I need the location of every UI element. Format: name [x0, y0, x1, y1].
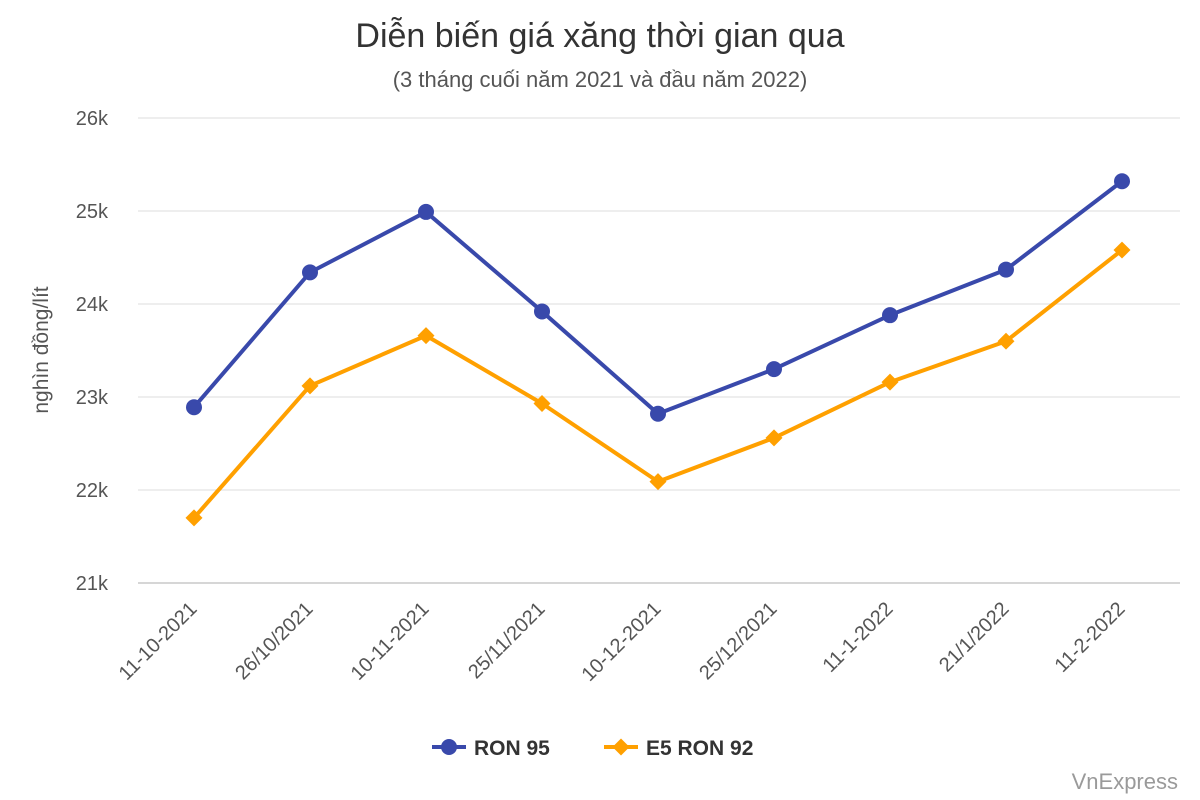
- source-credit: VnExpress: [1072, 769, 1178, 794]
- y-tick-label: 22k: [76, 480, 109, 502]
- x-tick-label: 25/12/2021: [695, 598, 781, 684]
- data-point[interactable]: [186, 399, 202, 416]
- data-point[interactable]: [533, 395, 551, 412]
- data-point[interactable]: [998, 261, 1014, 278]
- y-tick-label: 24k: [76, 294, 109, 316]
- data-point[interactable]: [881, 373, 899, 391]
- data-point[interactable]: [1114, 173, 1130, 190]
- x-tick-label: 11-1-2022: [819, 598, 898, 677]
- data-point[interactable]: [534, 303, 550, 320]
- legend-item-ron95[interactable]: RON 95: [432, 737, 550, 760]
- data-point[interactable]: [649, 473, 667, 491]
- y-tick-label: 25k: [76, 201, 109, 223]
- series-group: [185, 173, 1131, 527]
- data-point[interactable]: [185, 509, 203, 527]
- y-axis-label: nghìn đồng/lít: [30, 286, 53, 413]
- x-axis-ticks: 11-10-2021 26/10/2021 10-11-2021 25/11/2021…: [115, 598, 1130, 686]
- data-point[interactable]: [882, 307, 898, 324]
- data-point[interactable]: [765, 429, 783, 447]
- data-point[interactable]: [302, 264, 318, 281]
- legend-label-e5ron92: E5 RON 92: [646, 737, 753, 760]
- y-tick-label: 21k: [76, 573, 109, 595]
- data-point[interactable]: [650, 405, 666, 422]
- x-tick-label: 10-12-2021: [578, 598, 666, 686]
- x-tick-label: 26/10/2021: [231, 598, 317, 684]
- y-axis-ticks: 21k 22k 23k 24k 25k 26k: [76, 108, 109, 595]
- x-tick-label: 10-11-2021: [347, 598, 434, 685]
- y-tick-label: 26k: [76, 108, 109, 130]
- x-tick-label: 25/11/2021: [464, 598, 549, 683]
- y-tick-label: 23k: [76, 387, 109, 409]
- x-tick-label: 11-2-2022: [1051, 598, 1130, 677]
- legend-marker-ron95: [441, 739, 457, 755]
- data-point[interactable]: [766, 361, 782, 378]
- x-tick-label: 11-10-2021: [115, 598, 202, 685]
- data-point[interactable]: [997, 332, 1015, 350]
- legend-label-ron95: RON 95: [474, 737, 550, 760]
- chart-title: Diễn biến giá xăng thời gian qua: [355, 17, 844, 55]
- data-point[interactable]: [418, 203, 434, 220]
- series-0: [186, 173, 1130, 422]
- grid-lines: [138, 117, 1180, 584]
- chart-subtitle: (3 tháng cuối năm 2021 và đầu năm 2022): [393, 67, 808, 92]
- series-line: [192, 179, 1124, 416]
- x-tick-label: 21/1/2022: [935, 598, 1013, 676]
- data-point[interactable]: [301, 377, 319, 395]
- legend-item-e5ron92[interactable]: E5 RON 92: [604, 737, 753, 760]
- series-1: [185, 241, 1131, 527]
- legend-marker-e5ron92: [612, 738, 630, 756]
- legend: RON 95 E5 RON 92: [432, 737, 753, 760]
- data-point[interactable]: [417, 327, 435, 345]
